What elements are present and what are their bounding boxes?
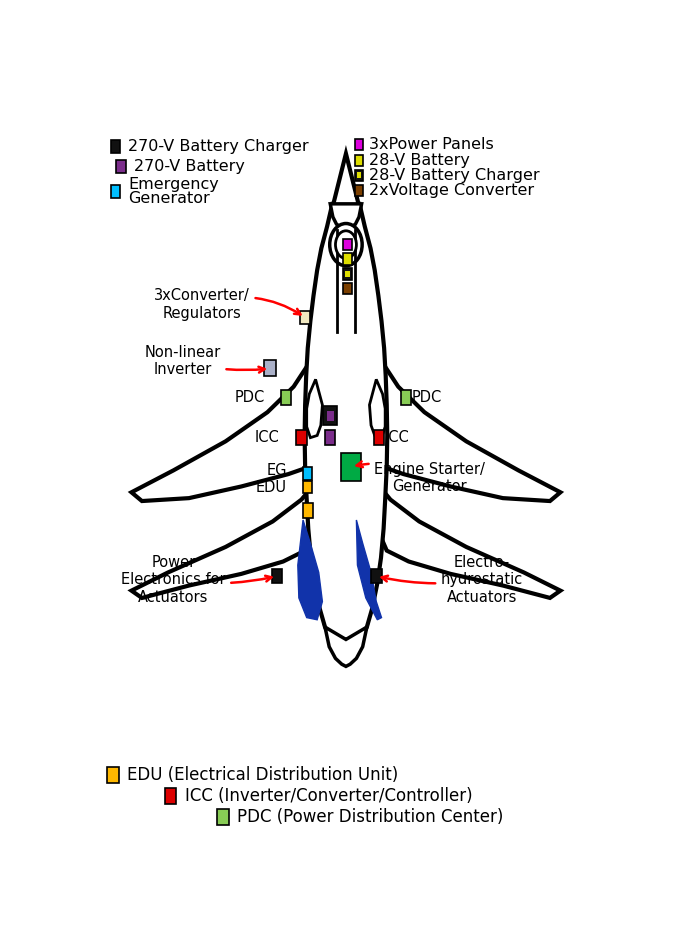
Bar xyxy=(355,139,363,150)
Text: 270-V Battery: 270-V Battery xyxy=(134,159,244,174)
Text: 3xPower Panels: 3xPower Panels xyxy=(369,137,494,152)
Text: Generator: Generator xyxy=(128,191,210,206)
Bar xyxy=(303,481,313,494)
Bar xyxy=(303,467,313,480)
Polygon shape xyxy=(132,470,320,598)
Text: EG: EG xyxy=(267,463,287,478)
Text: ICC (Inverter/Converter/Controller): ICC (Inverter/Converter/Controller) xyxy=(185,787,472,805)
Polygon shape xyxy=(306,379,323,438)
Bar xyxy=(300,311,310,324)
Bar xyxy=(344,238,352,251)
Text: EDU: EDU xyxy=(256,480,287,495)
Bar xyxy=(355,185,363,196)
Bar xyxy=(401,391,411,405)
Bar xyxy=(111,184,120,198)
Bar xyxy=(325,430,335,445)
Bar xyxy=(355,170,363,181)
Polygon shape xyxy=(364,307,560,501)
Polygon shape xyxy=(372,470,560,598)
Text: Non-linear
Inverter: Non-linear Inverter xyxy=(144,345,265,377)
Bar xyxy=(374,430,384,445)
Bar xyxy=(357,172,361,179)
Polygon shape xyxy=(132,307,328,501)
Polygon shape xyxy=(333,153,358,224)
Text: PDC: PDC xyxy=(411,390,441,405)
Polygon shape xyxy=(330,203,362,230)
Bar xyxy=(271,569,282,584)
Bar xyxy=(281,391,291,405)
Text: 2xVoltage Converter: 2xVoltage Converter xyxy=(369,184,535,199)
Text: ICC: ICC xyxy=(384,430,409,446)
Polygon shape xyxy=(304,203,387,639)
Polygon shape xyxy=(325,627,367,666)
Text: Power
Electronics for
Actuators: Power Electronics for Actuators xyxy=(121,554,271,604)
Polygon shape xyxy=(369,379,385,438)
Bar xyxy=(107,767,119,783)
Polygon shape xyxy=(298,520,323,620)
Text: Engine Starter/
Generator: Engine Starter/ Generator xyxy=(356,462,485,494)
Ellipse shape xyxy=(329,223,362,266)
Ellipse shape xyxy=(335,231,356,258)
Bar xyxy=(116,160,126,173)
Text: 270-V Battery Charger: 270-V Battery Charger xyxy=(128,139,309,154)
Text: 28-V Battery Charger: 28-V Battery Charger xyxy=(369,168,540,183)
Bar xyxy=(371,569,381,584)
Text: PDC (Power Distribution Center): PDC (Power Distribution Center) xyxy=(237,808,504,826)
Bar xyxy=(344,283,352,294)
Text: ICC: ICC xyxy=(254,430,279,446)
Bar xyxy=(296,430,306,445)
Bar xyxy=(217,809,229,825)
Bar xyxy=(344,268,352,280)
Text: Emergency: Emergency xyxy=(128,177,219,192)
Text: Electro-
hydrostatic
Actuators: Electro- hydrostatic Actuators xyxy=(382,554,523,604)
Text: 3xConverter/
Regulators: 3xConverter/ Regulators xyxy=(154,289,300,321)
Bar xyxy=(355,155,363,166)
Text: EDU (Electrical Distribution Unit): EDU (Electrical Distribution Unit) xyxy=(128,766,398,784)
Bar xyxy=(342,453,361,481)
Text: PDC: PDC xyxy=(235,390,265,405)
Bar xyxy=(302,503,313,517)
Bar xyxy=(327,411,334,421)
Bar xyxy=(344,254,352,265)
Bar xyxy=(345,271,350,277)
Text: 28-V Battery: 28-V Battery xyxy=(369,152,470,167)
Bar xyxy=(165,788,176,804)
Polygon shape xyxy=(356,520,381,620)
Bar xyxy=(323,407,337,426)
Bar xyxy=(111,140,120,153)
Bar xyxy=(265,360,276,377)
